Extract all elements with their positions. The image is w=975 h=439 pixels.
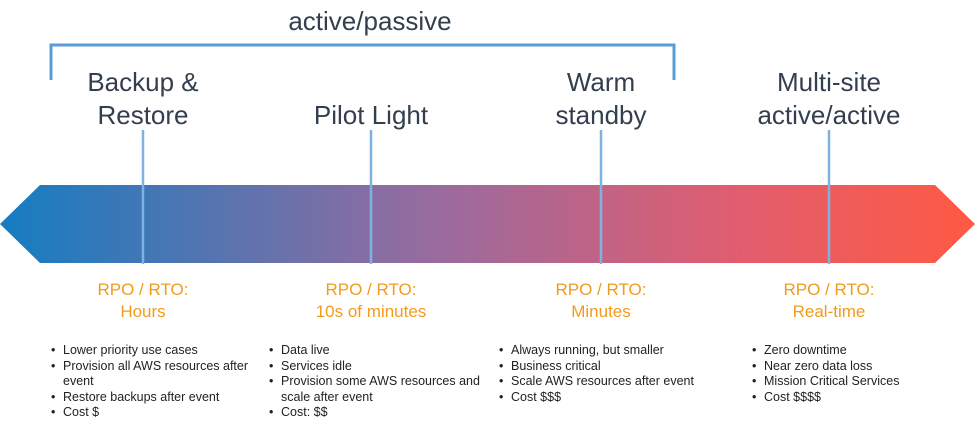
title-line: active/active	[757, 100, 901, 130]
bullet: Lower priority use cases	[51, 343, 253, 359]
bullet: Cost $$$	[499, 390, 721, 406]
bullet: Mission Critical Services	[752, 374, 964, 390]
bullet: Cost $	[51, 405, 253, 421]
bullet: Services idle	[269, 359, 481, 375]
strategy-title: Warm standby	[501, 66, 701, 132]
spectrum-arrow	[0, 185, 975, 263]
rpo-rto: RPO / RTO: Hours	[43, 279, 243, 323]
strategy-title: Pilot Light	[271, 99, 471, 132]
bullet: Cost: $$	[269, 405, 481, 421]
rpo-line: Minutes	[571, 302, 631, 321]
strategy-title: Multi-site active/active	[729, 66, 929, 132]
bullet: Business critical	[499, 359, 721, 375]
bullet: Provision some AWS resources and scale a…	[269, 374, 481, 405]
title-line: Restore	[97, 100, 189, 130]
bracket-label: active/passive	[288, 6, 452, 36]
bullet: Data live	[269, 343, 481, 359]
rpo-line: RPO / RTO:	[97, 280, 189, 299]
title-line: standby	[555, 100, 647, 130]
rpo-line: Real-time	[792, 302, 866, 321]
bullet-list: Lower priority use casesProvision all AW…	[50, 343, 253, 421]
bracket	[49, 43, 676, 80]
title-line: Backup &	[87, 67, 199, 97]
strategy-title: Backup & Restore	[43, 66, 243, 132]
rpo-line: RPO / RTO:	[555, 280, 647, 299]
bullet: Scale AWS resources after event	[499, 374, 721, 390]
bullet: Near zero data loss	[752, 359, 964, 375]
markers	[141, 130, 831, 264]
rpo-line: Hours	[120, 302, 166, 321]
rpo-line: RPO / RTO:	[783, 280, 875, 299]
rpo-line: 10s of minutes	[315, 302, 427, 321]
title-line: Warm	[566, 67, 636, 97]
bullet: Provision all AWS resources after event	[51, 359, 253, 390]
bullet: Zero downtime	[752, 343, 964, 359]
rpo-rto: RPO / RTO: Minutes	[501, 279, 701, 323]
bullet-list: Data liveServices idleProvision some AWS…	[268, 343, 481, 421]
rpo-rto: RPO / RTO: 10s of minutes	[271, 279, 471, 323]
bullet-list: Always running, but smallerBusiness crit…	[498, 343, 721, 405]
rpo-line: RPO / RTO:	[325, 280, 417, 299]
rpo-rto: RPO / RTO: Real-time	[729, 279, 929, 323]
bullet: Always running, but smaller	[499, 343, 721, 359]
bullet-list: Zero downtimeNear zero data lossMission …	[751, 343, 964, 405]
bullet: Cost $$$$	[752, 390, 964, 406]
title-line: Pilot Light	[313, 100, 429, 130]
title-line: Multi-site	[776, 67, 881, 97]
bullet: Restore backups after event	[51, 390, 253, 406]
